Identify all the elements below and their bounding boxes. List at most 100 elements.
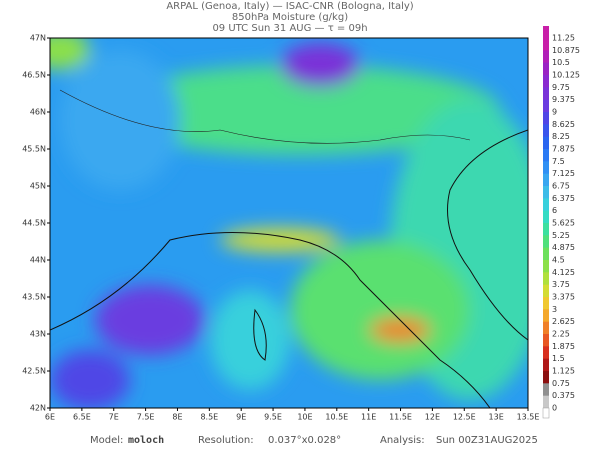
- colorbar-band: [543, 149, 549, 162]
- x-tick-label: 9.5E: [264, 413, 282, 422]
- colorbar-label: 5.25: [552, 231, 570, 240]
- colorbar-band: [543, 136, 549, 150]
- colorbar-label: 6.75: [552, 182, 570, 191]
- colorbar-label: 6.375: [552, 194, 575, 203]
- colorbar-band: [543, 62, 549, 76]
- y-tick-label: 42.5N: [22, 367, 46, 376]
- x-tick-label: 12.5E: [453, 413, 476, 422]
- colorbar-label: 3: [552, 305, 557, 314]
- colorbar-band: [543, 309, 549, 323]
- colorbar-band: [543, 173, 549, 187]
- y-tick-label: 46.5N: [22, 71, 46, 80]
- y-tick-label: 45N: [30, 182, 46, 191]
- y-tick-label: 44N: [30, 256, 46, 265]
- colorbar-label: 7.125: [552, 169, 575, 178]
- colorbar-label: 1.125: [552, 367, 575, 376]
- colorbar-band: [543, 371, 549, 384]
- colorbar-label: 0: [552, 404, 557, 413]
- header-line: 850hPa Moisture (g/kg): [232, 12, 348, 23]
- x-tick-label: 8.5E: [200, 413, 218, 422]
- colorbar-band: [543, 186, 549, 199]
- colorbar-label: 6: [552, 206, 557, 215]
- x-tick-label: 11.5E: [389, 413, 412, 422]
- colorbar-band: [543, 395, 549, 409]
- colorbar-band: [543, 112, 549, 125]
- colorbar-bottom-cap: [542, 407, 550, 419]
- colorbar-band: [543, 50, 549, 64]
- y-tick-label: 46N: [30, 108, 46, 117]
- x-tick-label: 13E: [489, 413, 504, 422]
- colorbar-band: [543, 321, 549, 335]
- y-tick-label: 44.5N: [22, 219, 46, 228]
- colorbar-label: 11.25: [552, 34, 575, 43]
- colorbar-band: [543, 235, 549, 249]
- footer-value: moloch: [128, 435, 164, 446]
- x-tick-label: 7.5E: [137, 413, 155, 422]
- colorbar-label: 1.5: [552, 354, 565, 363]
- x-tick-label: 7E: [109, 413, 119, 422]
- colorbar-label: 0.375: [552, 391, 575, 400]
- footer-label: Analysis:: [380, 435, 425, 446]
- colorbar-label: 9.75: [552, 83, 570, 92]
- x-tick-label: 10E: [297, 413, 312, 422]
- colorbar-band: [543, 346, 549, 360]
- colorbar-label: 2.25: [552, 330, 570, 339]
- footer-value: Sun 00Z31AUG2025: [436, 435, 538, 446]
- x-tick-label: 12E: [425, 413, 440, 422]
- colorbar-band: [543, 124, 549, 138]
- x-tick-label: 6.5E: [73, 413, 91, 422]
- colorbar-band: [543, 383, 549, 397]
- x-tick-label: 13.5E: [517, 413, 540, 422]
- colorbar-band: [543, 161, 549, 175]
- colorbar-label: 9.375: [552, 95, 575, 104]
- footer-value: 0.037°x0.028°: [268, 435, 341, 446]
- colorbar-label: 3.75: [552, 280, 570, 289]
- colorbar-band: [543, 210, 549, 224]
- colorbar-band: [543, 198, 549, 212]
- header-line: 09 UTC Sun 31 AUG — τ = 09h: [212, 23, 367, 34]
- colorbar-label: 1.875: [552, 342, 575, 351]
- colorbar-label: 5.625: [552, 219, 575, 228]
- colorbar-band: [543, 334, 549, 347]
- colorbar-band: [543, 260, 549, 273]
- footer-label: Resolution:: [198, 435, 254, 446]
- colorbar-band: [543, 358, 549, 372]
- map-field: [50, 38, 528, 408]
- colorbar-label: 4.5: [552, 256, 565, 265]
- colorbar-label: 10.875: [552, 46, 580, 55]
- colorbar-band: [543, 223, 549, 236]
- colorbar-label: 4.875: [552, 243, 575, 252]
- colorbar-band: [543, 297, 549, 310]
- colorbar-top-cap: [543, 26, 549, 38]
- x-tick-label: 10.5E: [325, 413, 348, 422]
- header-line: ARPAL (Genoa, Italy) — ISAC-CNR (Bologna…: [166, 1, 413, 12]
- x-tick-label: 9E: [236, 413, 246, 422]
- colorbar-label: 4.125: [552, 268, 575, 277]
- colorbar-label: 3.375: [552, 293, 575, 302]
- y-tick-label: 43N: [30, 330, 46, 339]
- colorbar-label: 7.5: [552, 157, 565, 166]
- y-tick-label: 45.5N: [22, 145, 46, 154]
- colorbar-band: [543, 38, 549, 51]
- colorbar-band: [543, 272, 549, 286]
- colorbar-label: 0.75: [552, 379, 570, 388]
- colorbar-label: 8.25: [552, 132, 570, 141]
- y-tick-label: 47N: [30, 34, 46, 43]
- x-tick-label: 11E: [361, 413, 376, 422]
- colorbar-label: 10.125: [552, 71, 580, 80]
- colorbar-label: 7.875: [552, 145, 575, 154]
- colorbar-label: 9: [552, 108, 557, 117]
- colorbar-band: [543, 284, 549, 298]
- x-tick-label: 6E: [45, 413, 55, 422]
- colorbar-band: [543, 75, 549, 88]
- y-tick-label: 43.5N: [22, 293, 46, 302]
- colorbar-band: [543, 99, 549, 113]
- colorbar-band: [543, 87, 549, 101]
- colorbar-label: 8.625: [552, 120, 575, 129]
- y-tick-label: 42N: [30, 404, 46, 413]
- x-tick-label: 8E: [172, 413, 182, 422]
- colorbar-label: 2.625: [552, 317, 575, 326]
- colorbar-band: [543, 247, 549, 261]
